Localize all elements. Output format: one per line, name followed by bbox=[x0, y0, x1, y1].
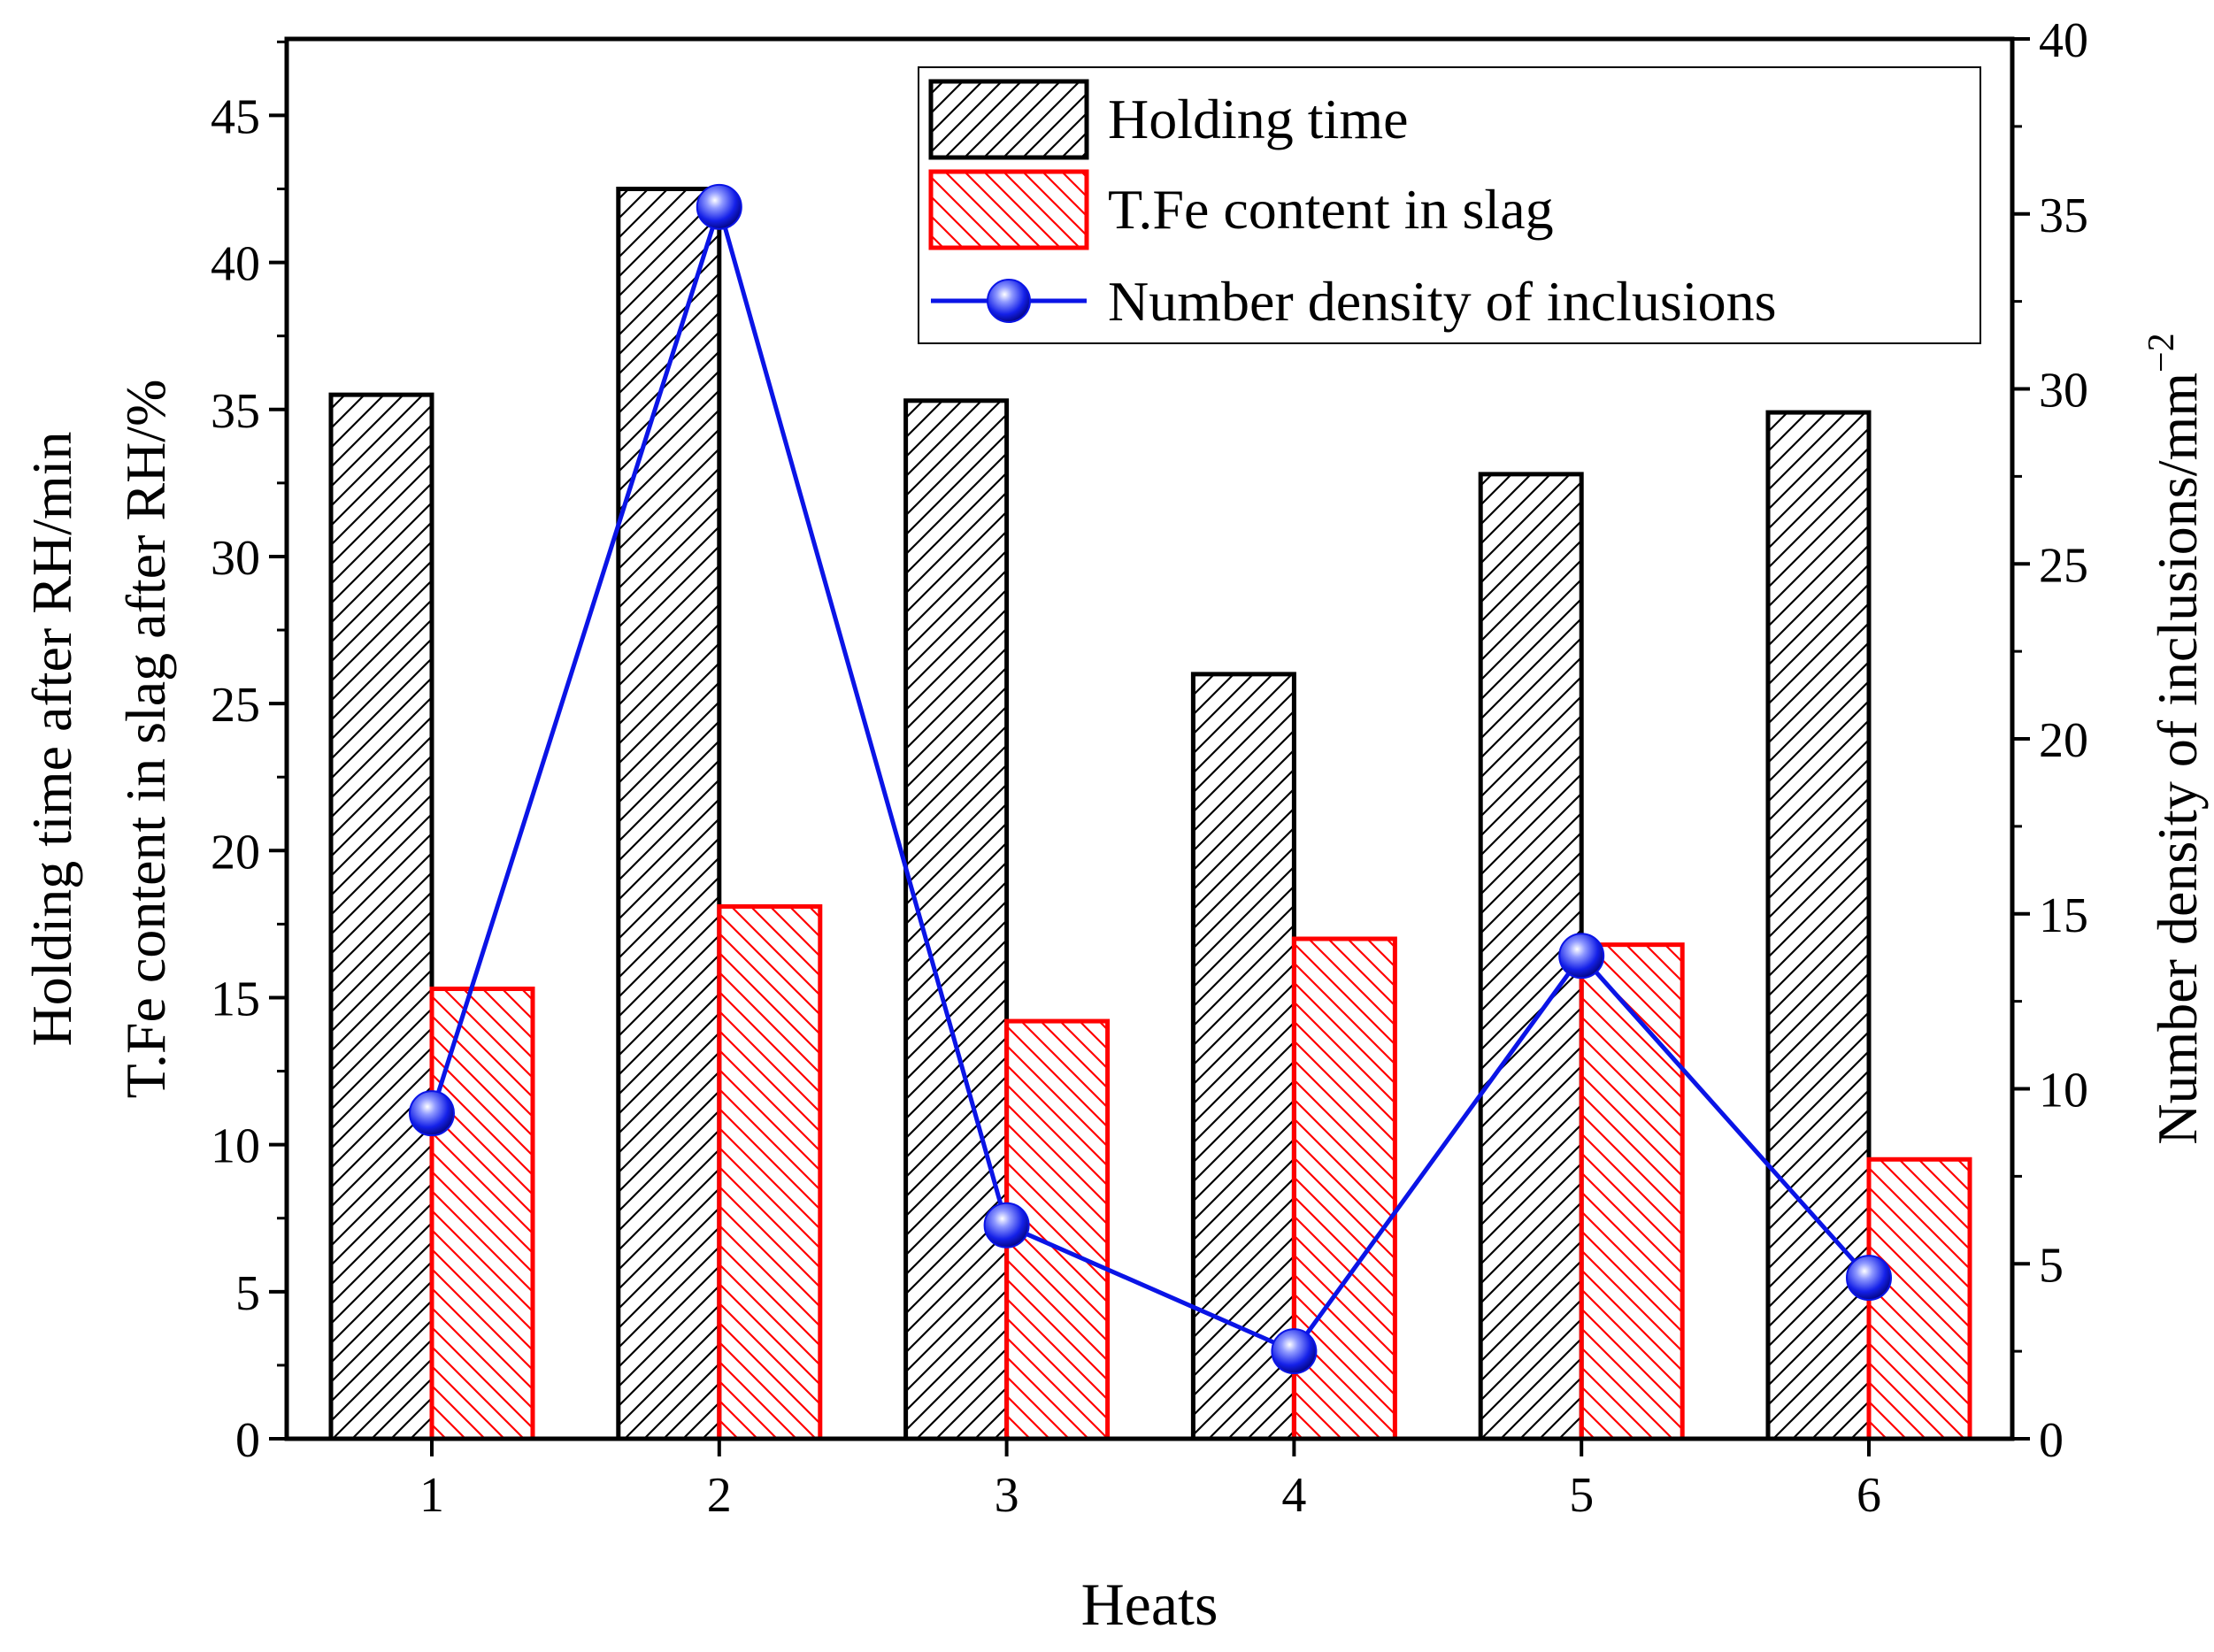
x-axis-title: Heats bbox=[1081, 1571, 1218, 1638]
bar-tfe-content bbox=[1579, 942, 1685, 1441]
x-tick-label: 2 bbox=[707, 1468, 732, 1523]
x-tick-label: 3 bbox=[995, 1468, 1019, 1523]
legend-label-tfe-content: T.Fe content in slag bbox=[1108, 178, 1554, 241]
number-density-point bbox=[1846, 1255, 1892, 1302]
y-tick-label: 30 bbox=[211, 531, 260, 586]
bar-holding-time bbox=[1190, 672, 1296, 1441]
number-density-point bbox=[409, 1090, 455, 1137]
legend-box bbox=[918, 66, 1981, 344]
y2-tick-label: 5 bbox=[2039, 1238, 2064, 1293]
bar-tfe-content bbox=[429, 987, 535, 1441]
y2-tick-label: 0 bbox=[2039, 1413, 2064, 1468]
y-axis-title-line-2: T.Fe content in slag after RH/% bbox=[114, 380, 177, 1099]
legend-swatch-tfe-content bbox=[928, 169, 1089, 250]
y-tick-label: 25 bbox=[211, 678, 260, 733]
x-tick-label: 5 bbox=[1569, 1468, 1594, 1523]
line-layer bbox=[409, 183, 1892, 1375]
y2-tick-label: 35 bbox=[2039, 188, 2088, 243]
x-tick-label: 4 bbox=[1281, 1468, 1306, 1523]
bar-holding-time bbox=[328, 392, 434, 1441]
x-tick-label: 6 bbox=[1857, 1468, 1881, 1523]
y-axis-title-line-1: Holding time after RH/min bbox=[20, 432, 83, 1047]
y2-tick-label: 30 bbox=[2039, 364, 2088, 419]
y2-tick-label: 10 bbox=[2039, 1064, 2088, 1118]
number-density-point bbox=[983, 1202, 1030, 1249]
bar-tfe-content bbox=[717, 903, 823, 1441]
y2-tick-label: 25 bbox=[2039, 538, 2088, 593]
number-density-point bbox=[1558, 933, 1605, 980]
y-tick-label: 35 bbox=[211, 384, 260, 439]
number-density-point bbox=[1271, 1328, 1318, 1375]
y2-axis-title-text: Number density of inclusions/mm bbox=[2146, 373, 2209, 1145]
legend-label-holding-time: Holding time bbox=[1108, 88, 1409, 150]
y-tick-label: 5 bbox=[235, 1266, 260, 1321]
y-tick-label: 45 bbox=[211, 89, 260, 144]
y2-tick-label: 15 bbox=[2039, 888, 2088, 943]
y2-axis-title: Number density of inclusions/mm−2 bbox=[2141, 333, 2209, 1145]
y-tick-label: 10 bbox=[211, 1119, 260, 1174]
legend: Holding time T.Fe content in slag Number… bbox=[918, 66, 1981, 344]
y-tick-label: 40 bbox=[211, 237, 260, 292]
y-tick-label: 15 bbox=[211, 972, 260, 1026]
bar-tfe-content bbox=[1866, 1156, 1972, 1441]
y-tick-label: 20 bbox=[211, 825, 260, 880]
y2-tick-label: 20 bbox=[2039, 713, 2088, 768]
y2-tick-label: 40 bbox=[2039, 13, 2088, 68]
legend-label-number-density: Number density of inclusions bbox=[1108, 270, 1776, 333]
legend-marker-sphere bbox=[987, 279, 1031, 323]
bars-layer bbox=[328, 187, 1972, 1441]
y2-axis-title-superscript: −2 bbox=[2141, 333, 2182, 373]
x-tick-label: 1 bbox=[419, 1468, 444, 1523]
bar-holding-time bbox=[616, 187, 722, 1441]
number-density-line bbox=[429, 204, 1871, 1354]
number-density-point bbox=[696, 183, 742, 230]
y-tick-label: 0 bbox=[235, 1413, 260, 1468]
